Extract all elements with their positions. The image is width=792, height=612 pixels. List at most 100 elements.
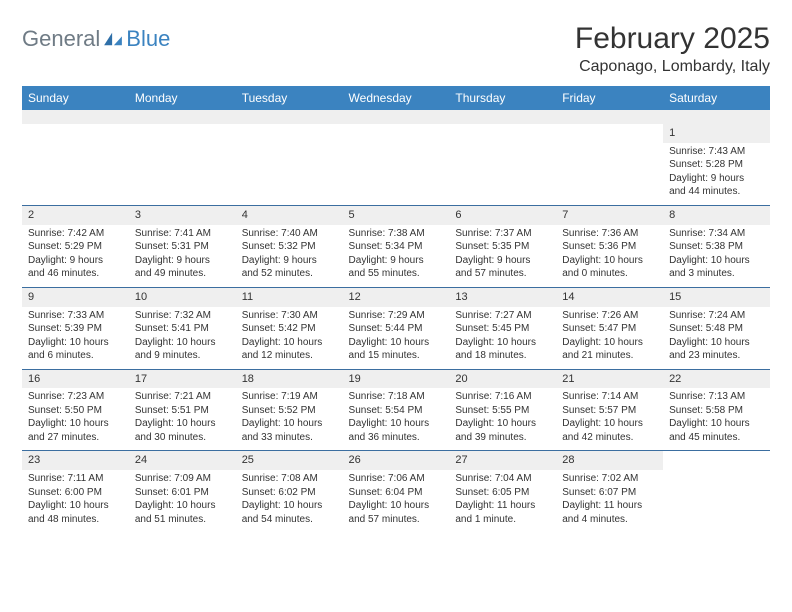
sunrise-line: Sunrise: 7:06 AM	[349, 472, 444, 486]
daylight-line: Daylight: 10 hours	[669, 254, 764, 268]
calendar-day: 14Sunrise: 7:26 AMSunset: 5:47 PMDayligh…	[556, 287, 663, 369]
daylight-line: Daylight: 9 hours	[135, 254, 230, 268]
dow-wednesday: Wednesday	[343, 86, 450, 110]
day-number: 5	[343, 206, 450, 225]
calendar-day: 7Sunrise: 7:36 AMSunset: 5:36 PMDaylight…	[556, 205, 663, 287]
daylight-line: Daylight: 10 hours	[242, 336, 337, 350]
sunrise-line: Sunrise: 7:41 AM	[135, 227, 230, 241]
daylight-line: and 4 minutes.	[562, 513, 657, 527]
calendar-day: 23Sunrise: 7:11 AMSunset: 6:00 PMDayligh…	[22, 451, 129, 532]
daylight-line: and 0 minutes.	[562, 267, 657, 281]
daylight-line: Daylight: 10 hours	[28, 499, 123, 513]
calendar-day: 24Sunrise: 7:09 AMSunset: 6:01 PMDayligh…	[129, 451, 236, 532]
sunset-line: Sunset: 6:05 PM	[455, 486, 550, 500]
daylight-line: Daylight: 10 hours	[135, 336, 230, 350]
daylight-line: and 48 minutes.	[28, 513, 123, 527]
sunrise-line: Sunrise: 7:18 AM	[349, 390, 444, 404]
day-number: 17	[129, 370, 236, 389]
dow-saturday: Saturday	[663, 86, 770, 110]
day-number: 21	[556, 370, 663, 389]
daylight-line: and 45 minutes.	[669, 431, 764, 445]
day-number: 12	[343, 288, 450, 307]
sunrise-line: Sunrise: 7:42 AM	[28, 227, 123, 241]
day-number: 28	[556, 451, 663, 470]
dow-monday: Monday	[129, 86, 236, 110]
calendar-week: 16Sunrise: 7:23 AMSunset: 5:50 PMDayligh…	[22, 369, 770, 451]
sunset-line: Sunset: 5:29 PM	[28, 240, 123, 254]
daylight-line: and 49 minutes.	[135, 267, 230, 281]
day-number: 16	[22, 370, 129, 389]
sunrise-line: Sunrise: 7:36 AM	[562, 227, 657, 241]
sunrise-line: Sunrise: 7:19 AM	[242, 390, 337, 404]
calendar-table: Sunday Monday Tuesday Wednesday Thursday…	[22, 86, 770, 532]
day-number: 25	[236, 451, 343, 470]
calendar-day: 8Sunrise: 7:34 AMSunset: 5:38 PMDaylight…	[663, 205, 770, 287]
day-number: 13	[449, 288, 556, 307]
sunset-line: Sunset: 6:07 PM	[562, 486, 657, 500]
logo-word2: Blue	[126, 26, 170, 52]
day-number: 2	[22, 206, 129, 225]
sunset-line: Sunset: 5:31 PM	[135, 240, 230, 254]
calendar-day-empty	[236, 124, 343, 205]
daylight-line: and 1 minute.	[455, 513, 550, 527]
daylight-line: Daylight: 9 hours	[669, 172, 764, 186]
page-title: February 2025	[575, 22, 770, 56]
calendar-day: 6Sunrise: 7:37 AMSunset: 5:35 PMDaylight…	[449, 205, 556, 287]
sunrise-line: Sunrise: 7:16 AM	[455, 390, 550, 404]
calendar-day: 17Sunrise: 7:21 AMSunset: 5:51 PMDayligh…	[129, 369, 236, 451]
day-number: 24	[129, 451, 236, 470]
day-number: 26	[343, 451, 450, 470]
daylight-line: Daylight: 10 hours	[242, 417, 337, 431]
sunset-line: Sunset: 6:00 PM	[28, 486, 123, 500]
sunset-line: Sunset: 6:04 PM	[349, 486, 444, 500]
day-number: 4	[236, 206, 343, 225]
sunrise-line: Sunrise: 7:34 AM	[669, 227, 764, 241]
sunset-line: Sunset: 6:01 PM	[135, 486, 230, 500]
calendar-day-empty	[449, 124, 556, 205]
daylight-line: Daylight: 11 hours	[455, 499, 550, 513]
sunrise-line: Sunrise: 7:04 AM	[455, 472, 550, 486]
day-number: 23	[22, 451, 129, 470]
daylight-line: and 57 minutes.	[455, 267, 550, 281]
calendar-day: 18Sunrise: 7:19 AMSunset: 5:52 PMDayligh…	[236, 369, 343, 451]
day-number: 3	[129, 206, 236, 225]
header: General Blue February 2025 Caponago, Lom…	[22, 22, 770, 76]
calendar-day: 9Sunrise: 7:33 AMSunset: 5:39 PMDaylight…	[22, 287, 129, 369]
sunset-line: Sunset: 5:48 PM	[669, 322, 764, 336]
sunset-line: Sunset: 5:57 PM	[562, 404, 657, 418]
calendar-week: 9Sunrise: 7:33 AMSunset: 5:39 PMDaylight…	[22, 287, 770, 369]
calendar-day: 15Sunrise: 7:24 AMSunset: 5:48 PMDayligh…	[663, 287, 770, 369]
daylight-line: Daylight: 10 hours	[135, 499, 230, 513]
title-block: February 2025 Caponago, Lombardy, Italy	[575, 22, 770, 76]
daylight-line: Daylight: 10 hours	[562, 254, 657, 268]
daylight-line: and 46 minutes.	[28, 267, 123, 281]
sunrise-line: Sunrise: 7:32 AM	[135, 309, 230, 323]
daylight-line: and 52 minutes.	[242, 267, 337, 281]
daylight-line: and 55 minutes.	[349, 267, 444, 281]
daylight-line: Daylight: 9 hours	[28, 254, 123, 268]
calendar-day: 10Sunrise: 7:32 AMSunset: 5:41 PMDayligh…	[129, 287, 236, 369]
dow-sunday: Sunday	[22, 86, 129, 110]
sunrise-line: Sunrise: 7:29 AM	[349, 309, 444, 323]
logo-word1: General	[22, 26, 100, 52]
sunrise-line: Sunrise: 7:26 AM	[562, 309, 657, 323]
sunrise-line: Sunrise: 7:30 AM	[242, 309, 337, 323]
calendar-day: 21Sunrise: 7:14 AMSunset: 5:57 PMDayligh…	[556, 369, 663, 451]
daylight-line: and 54 minutes.	[242, 513, 337, 527]
day-number: 7	[556, 206, 663, 225]
sunset-line: Sunset: 5:58 PM	[669, 404, 764, 418]
daylight-line: Daylight: 10 hours	[28, 336, 123, 350]
dow-friday: Friday	[556, 86, 663, 110]
calendar-day-empty	[663, 451, 770, 532]
calendar-day: 5Sunrise: 7:38 AMSunset: 5:34 PMDaylight…	[343, 205, 450, 287]
daylight-line: and 57 minutes.	[349, 513, 444, 527]
daylight-line: and 18 minutes.	[455, 349, 550, 363]
calendar-day-empty	[556, 124, 663, 205]
sunrise-line: Sunrise: 7:27 AM	[455, 309, 550, 323]
sunset-line: Sunset: 5:39 PM	[28, 322, 123, 336]
day-number: 1	[663, 124, 770, 143]
day-number: 8	[663, 206, 770, 225]
sunset-line: Sunset: 5:52 PM	[242, 404, 337, 418]
calendar-day: 1Sunrise: 7:43 AMSunset: 5:28 PMDaylight…	[663, 124, 770, 205]
calendar-day: 28Sunrise: 7:02 AMSunset: 6:07 PMDayligh…	[556, 451, 663, 532]
